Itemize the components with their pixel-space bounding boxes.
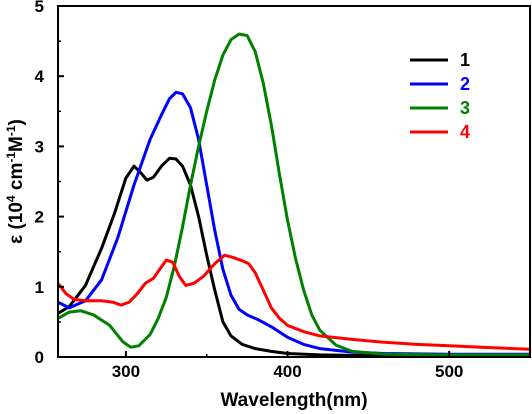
series-layer [58, 32, 530, 357]
y-tick-label: 5 [35, 0, 44, 16]
series-line-3 [58, 32, 530, 357]
x-tick-label: 300 [112, 362, 140, 381]
y-axis-title-part: ) [6, 119, 27, 125]
y-axis-title-sup: -1 [4, 125, 18, 136]
legend-label-4: 4 [460, 122, 470, 142]
x-tick-label: 400 [273, 362, 301, 381]
series-line-1 [58, 156, 530, 357]
series-line-4 [58, 253, 530, 351]
y-axis-title-sup: 4 [4, 195, 18, 202]
y-axis-title-part: ε (10 [6, 202, 27, 244]
y-axis-title-part: M [6, 136, 27, 152]
ticks-layer: 300 400 500 0 1 2 3 4 5 [35, 0, 464, 381]
y-tick-label: 2 [35, 208, 44, 227]
y-tick-label: 1 [35, 278, 44, 297]
y-axis-title-part: cm [6, 163, 27, 196]
y-axis-title-sup: -1 [4, 152, 18, 163]
y-axis-title: ε (104 cm-1M-1) [4, 119, 27, 244]
legend-label-2: 2 [460, 74, 470, 94]
y-tick-label: 3 [35, 137, 44, 156]
series-line-2 [58, 90, 530, 356]
y-tick-label: 4 [35, 67, 45, 86]
y-tick-label: 0 [35, 348, 44, 367]
x-axis-title: Wavelength(nm) [220, 390, 367, 411]
legend: 1 2 3 4 [410, 50, 470, 142]
x-tick-label: 500 [435, 362, 463, 381]
legend-label-1: 1 [460, 50, 470, 70]
legend-label-3: 3 [460, 98, 470, 118]
